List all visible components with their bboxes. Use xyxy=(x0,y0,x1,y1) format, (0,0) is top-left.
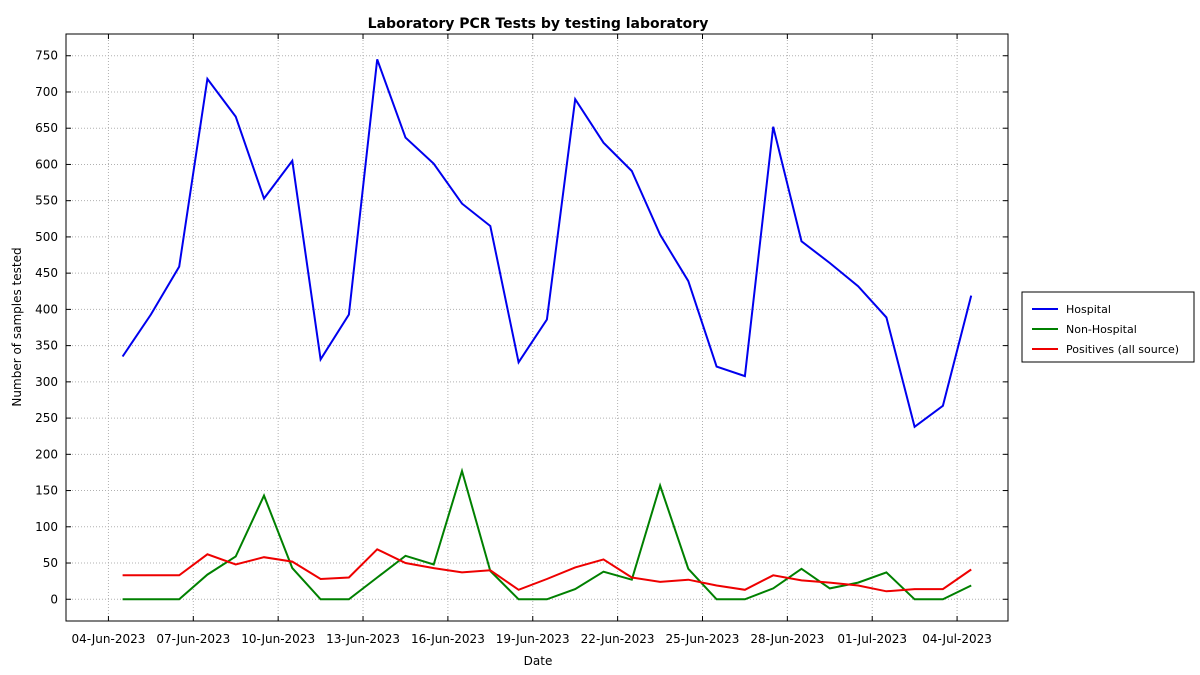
y-tick-label: 550 xyxy=(35,194,58,208)
axis-ticks: 0 50 100 150 200 250 300 350 400 450 500 550 600 650 7… xyxy=(35,34,1008,646)
y-tick-label: 500 xyxy=(35,230,58,244)
y-tick-label: 250 xyxy=(35,411,58,425)
x-tick-label: 25-Jun-2023 xyxy=(666,632,740,646)
series-hospital xyxy=(121,59,973,429)
y-tick-label: 0 xyxy=(50,592,58,606)
y-tick-label: 650 xyxy=(35,121,58,135)
x-tick-label: 28-Jun-2023 xyxy=(750,632,824,646)
plot-frame xyxy=(65,33,1009,622)
x-tick-label: 16-Jun-2023 xyxy=(411,632,485,646)
y-tick-label: 200 xyxy=(35,447,58,461)
y-tick-label: 300 xyxy=(35,375,58,389)
x-axis-label: Date xyxy=(524,654,553,668)
x-tick-label: 04-Jun-2023 xyxy=(71,632,145,646)
y-tick-label: 450 xyxy=(35,266,58,280)
x-tick-label: 22-Jun-2023 xyxy=(581,632,655,646)
series-layer xyxy=(121,59,973,601)
grid xyxy=(66,34,1008,621)
legend-label: Positives (all source) xyxy=(1066,343,1179,356)
y-tick-label: 400 xyxy=(35,302,58,316)
legend: Hospital Non-Hospital Positives (all sourc… xyxy=(1021,291,1195,363)
series-line xyxy=(121,59,973,429)
series-positives-all-source xyxy=(122,548,972,593)
x-tick-label: 10-Jun-2023 xyxy=(241,632,315,646)
y-tick-label: 100 xyxy=(35,520,58,534)
y-tick-label: 50 xyxy=(43,556,58,570)
chart-title: Laboratory PCR Tests by testing laborato… xyxy=(368,16,709,32)
x-tick-label: 04-Jul-2023 xyxy=(922,632,992,646)
x-tick-label: 13-Jun-2023 xyxy=(326,632,400,646)
y-tick-label: 150 xyxy=(35,484,58,498)
y-tick-label: 350 xyxy=(35,339,58,353)
y-tick-label: 700 xyxy=(35,85,58,99)
legend-label: Hospital xyxy=(1066,303,1111,316)
series-line xyxy=(122,548,972,593)
y-tick-label: 600 xyxy=(35,157,58,171)
x-tick-label: 07-Jun-2023 xyxy=(156,632,230,646)
y-axis-label: Number of samples tested xyxy=(10,247,24,406)
x-tick-label: 01-Jul-2023 xyxy=(837,632,907,646)
legend-label: Non-Hospital xyxy=(1066,323,1137,336)
y-tick-label: 750 xyxy=(35,49,58,63)
legend-box xyxy=(1021,291,1195,363)
x-tick-label: 19-Jun-2023 xyxy=(496,632,570,646)
